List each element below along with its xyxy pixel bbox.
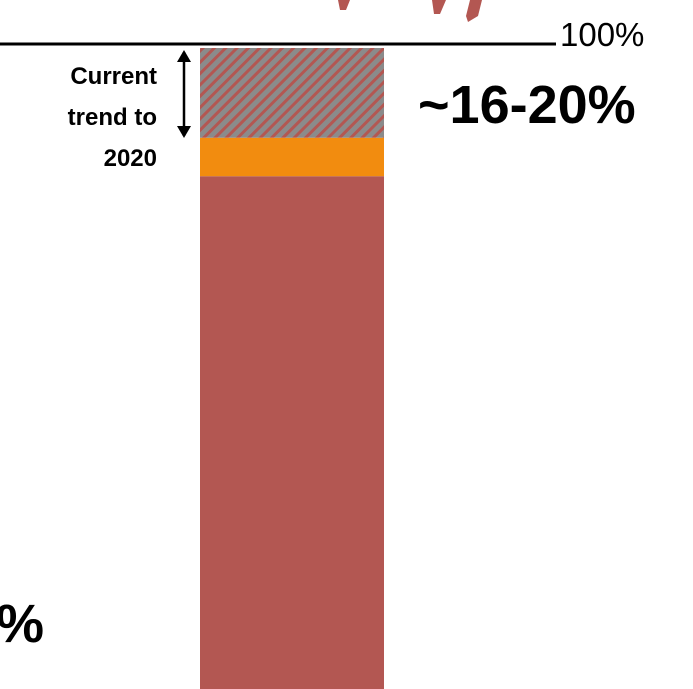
bracket-label-line-2: trend to: [68, 104, 157, 131]
top-line-label: 100%: [560, 16, 644, 53]
partial-left-label: %: [0, 594, 44, 654]
bar-segment-3: [200, 48, 384, 138]
bar-segment-2: [200, 137, 384, 177]
bracket-label-line-3: 2020: [104, 145, 157, 172]
range-annotation: ~16-20%: [418, 75, 636, 135]
bar-segment-1: [200, 176, 384, 689]
bracket-arrow: [177, 50, 191, 138]
bar-group: [200, 48, 384, 689]
title-fragment: [338, 0, 482, 22]
bracket-label-line-1: Current: [70, 63, 157, 90]
